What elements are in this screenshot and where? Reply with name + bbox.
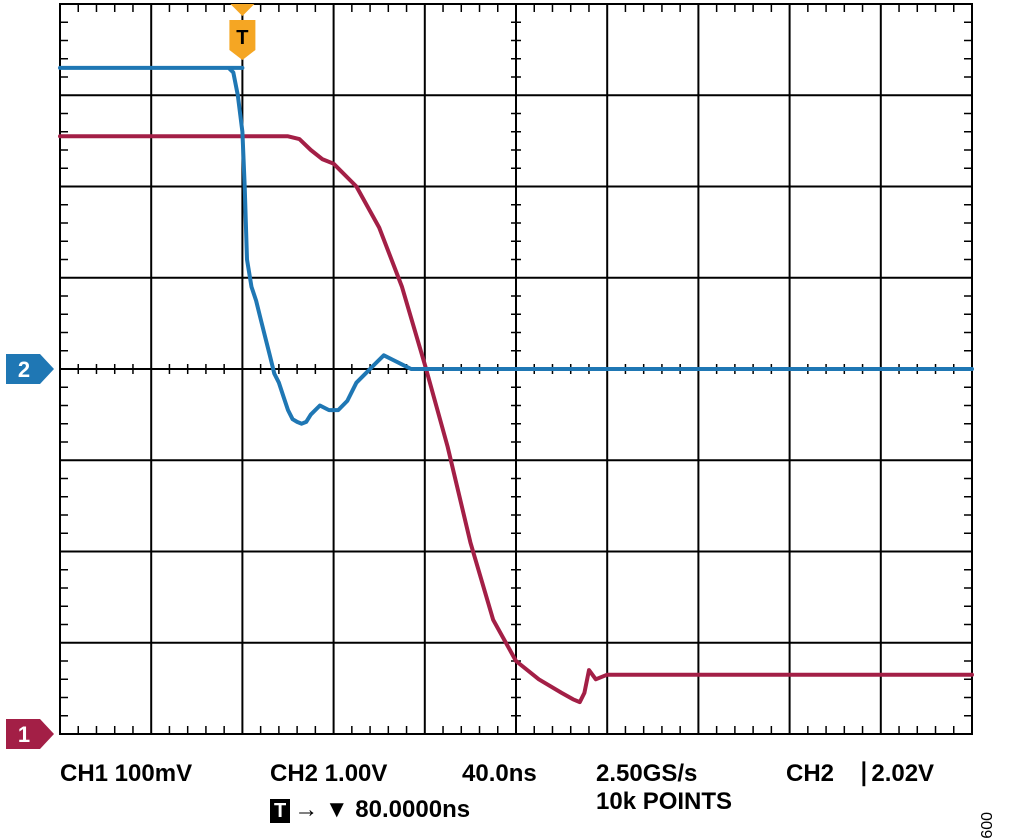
channel-marker-label: 1 bbox=[18, 722, 30, 747]
timebase-readout: 40.0ns bbox=[462, 760, 537, 787]
ch2-scale-readout: CH2 1.00V bbox=[270, 760, 388, 787]
trace-ch2 bbox=[58, 65, 974, 426]
trigger-position-readout: T → ▼ 80.0000ns bbox=[270, 798, 470, 823]
trigger-arrow bbox=[230, 4, 255, 16]
ch1-scale-readout: CH1 100mV bbox=[60, 760, 193, 787]
trace-ch1 bbox=[58, 134, 974, 705]
trigger-marker: T bbox=[229, 4, 256, 60]
channel-1-marker: 1 bbox=[6, 719, 54, 749]
figure-id: 009 bbox=[977, 812, 994, 839]
trigger-label: T bbox=[236, 27, 248, 49]
channel-marker-shape bbox=[6, 719, 54, 749]
channel-marker-shape bbox=[6, 354, 54, 384]
trigger-position-icon: T bbox=[270, 799, 291, 823]
waveform-traces bbox=[58, 65, 974, 705]
channel-2-marker: 2 bbox=[6, 354, 54, 384]
trigger-flag bbox=[229, 20, 256, 60]
trigger-setting-readout: CH2 ⎹ 2.02V bbox=[786, 760, 935, 787]
record-length-readout: 10k POINTS bbox=[596, 788, 733, 815]
sample-rate-readout: 2.50GS/s bbox=[596, 760, 698, 787]
trigger-position-value: → ▼ 80.0000ns bbox=[294, 796, 471, 823]
channel-markers: 2 1 T bbox=[6, 4, 256, 749]
channel-marker-label: 2 bbox=[18, 357, 30, 382]
